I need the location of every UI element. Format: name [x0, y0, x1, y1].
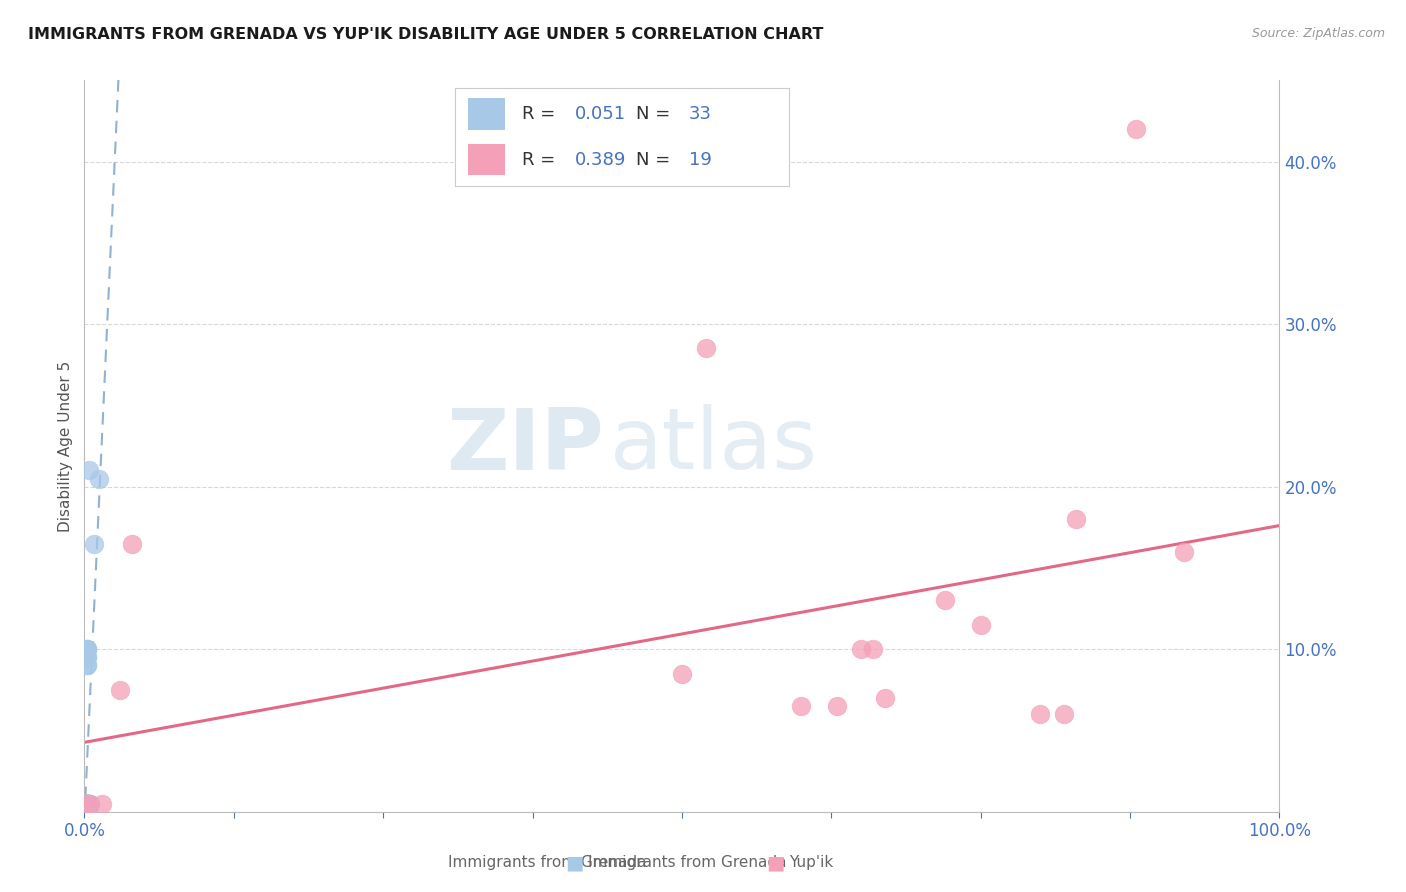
- Point: [76, 797, 98, 811]
- Point: [83, 536, 105, 550]
- Point: [1029, 707, 1052, 722]
- Point: [76, 797, 98, 811]
- Point: [1066, 512, 1088, 526]
- Point: [695, 342, 717, 356]
- Point: [87, 471, 110, 485]
- Point: [76, 797, 98, 811]
- Point: [91, 797, 114, 811]
- Point: [76, 797, 98, 811]
- Point: [875, 690, 897, 705]
- Point: [76, 797, 98, 811]
- Point: [76, 797, 98, 811]
- Point: [76, 658, 98, 673]
- Text: Immigrants from Grenada: Immigrants from Grenada: [588, 855, 786, 870]
- Point: [76, 797, 98, 811]
- Point: [76, 797, 98, 811]
- Point: [76, 658, 98, 673]
- Text: ■: ■: [766, 853, 785, 872]
- Point: [77, 797, 100, 811]
- Point: [76, 797, 98, 811]
- Point: [76, 797, 98, 811]
- Point: [76, 797, 98, 811]
- Point: [1125, 122, 1147, 136]
- Point: [76, 797, 98, 811]
- Point: [77, 797, 100, 811]
- Point: [970, 617, 993, 632]
- Y-axis label: Disability Age Under 5: Disability Age Under 5: [58, 360, 73, 532]
- Point: [76, 797, 98, 811]
- Point: [76, 650, 98, 665]
- Point: [77, 797, 100, 811]
- Point: [76, 797, 98, 811]
- Point: [827, 699, 849, 714]
- Point: [79, 797, 101, 811]
- Text: ■: ■: [565, 853, 583, 872]
- Point: [76, 650, 98, 665]
- Point: [862, 642, 884, 657]
- Text: Immigrants from Grenada: Immigrants from Grenada: [449, 855, 647, 870]
- Point: [77, 463, 100, 477]
- Point: [76, 642, 98, 657]
- Point: [79, 797, 101, 811]
- Point: [671, 666, 693, 681]
- Text: Source: ZipAtlas.com: Source: ZipAtlas.com: [1251, 27, 1385, 40]
- Text: IMMIGRANTS FROM GRENADA VS YUP'IK DISABILITY AGE UNDER 5 CORRELATION CHART: IMMIGRANTS FROM GRENADA VS YUP'IK DISABI…: [28, 27, 824, 42]
- Text: Yup'ik: Yup'ik: [789, 855, 832, 870]
- Text: ZIP: ZIP: [447, 404, 605, 488]
- Point: [76, 797, 98, 811]
- Point: [76, 797, 98, 811]
- Point: [790, 699, 813, 714]
- Point: [1173, 544, 1195, 558]
- Point: [76, 797, 98, 811]
- Point: [77, 797, 100, 811]
- Point: [76, 797, 98, 811]
- Point: [1053, 707, 1076, 722]
- Text: atlas: atlas: [610, 404, 818, 488]
- Point: [76, 797, 98, 811]
- Point: [851, 642, 873, 657]
- Point: [934, 593, 956, 607]
- Point: [76, 642, 98, 657]
- Point: [76, 642, 98, 657]
- Point: [121, 536, 143, 550]
- Point: [110, 682, 132, 697]
